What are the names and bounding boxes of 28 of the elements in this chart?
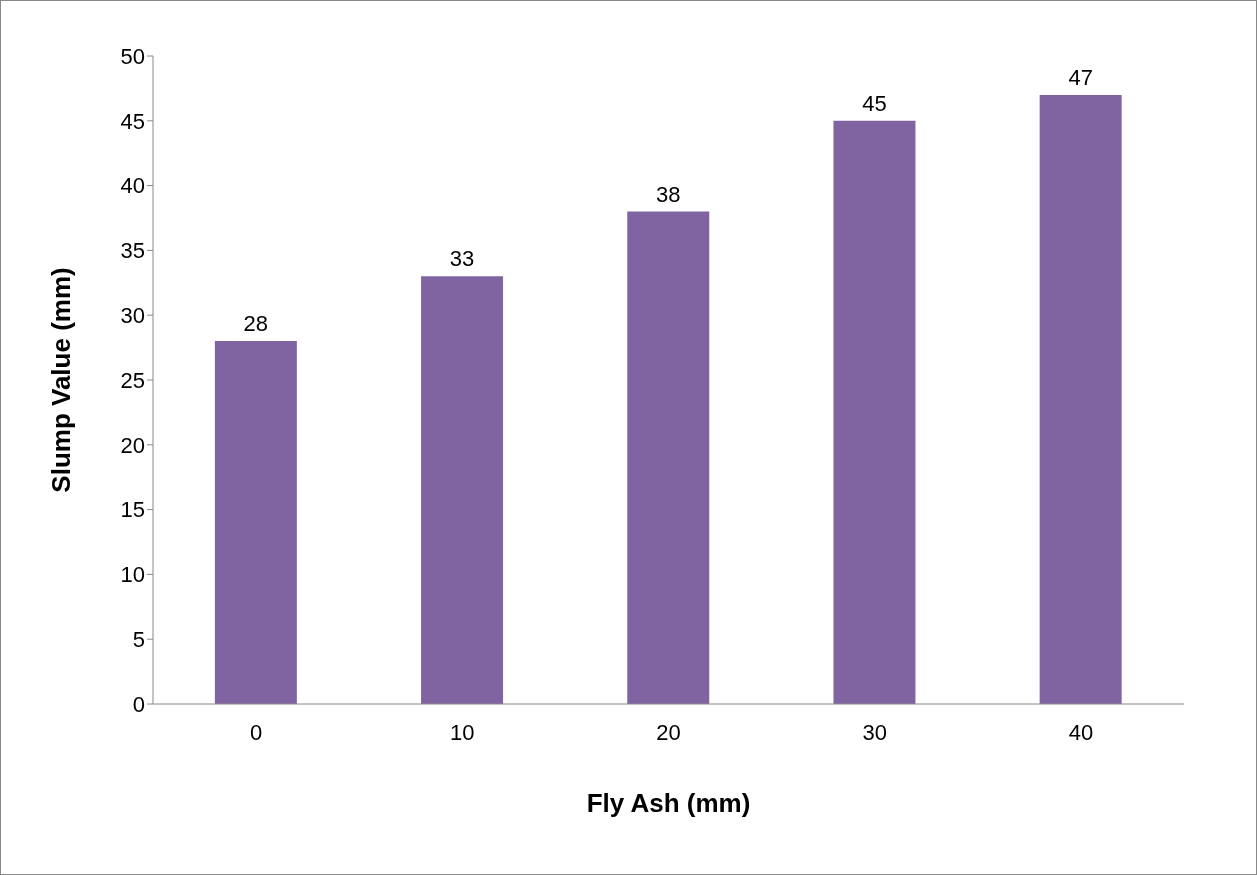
y-tick-label: 15 <box>120 497 145 523</box>
data-label: 28 <box>243 311 269 337</box>
x-tick-label: 40 <box>1068 719 1094 745</box>
y-tick-label: 25 <box>120 367 145 393</box>
x-tick-label: 20 <box>656 719 681 745</box>
y-tick-label: 45 <box>120 108 145 134</box>
bar <box>214 341 297 704</box>
y-axis-title: Slump Value (mm) <box>46 267 77 493</box>
data-label: 38 <box>656 181 681 207</box>
data-label: 47 <box>1068 64 1093 90</box>
y-tick-label: 10 <box>120 562 145 588</box>
x-tick-label: 30 <box>862 719 887 745</box>
x-axis-title: Fly Ash (mm) <box>586 788 751 818</box>
y-tick-label: 30 <box>120 303 145 329</box>
y-tick-label: 5 <box>132 627 145 653</box>
data-label: 45 <box>862 90 887 116</box>
y-tick-label: 50 <box>120 43 145 69</box>
bar <box>627 211 710 704</box>
x-tick-label: 0 <box>249 719 263 745</box>
x-tick-label: 10 <box>450 719 475 745</box>
data-label: 33 <box>449 246 475 272</box>
y-tick-label: 20 <box>120 432 145 458</box>
y-tick-label: 40 <box>120 173 145 199</box>
y-tick-label: 0 <box>132 691 145 717</box>
bar <box>1039 94 1122 704</box>
bar <box>833 120 916 704</box>
y-tick-label: 35 <box>120 238 145 264</box>
bar <box>421 276 504 704</box>
